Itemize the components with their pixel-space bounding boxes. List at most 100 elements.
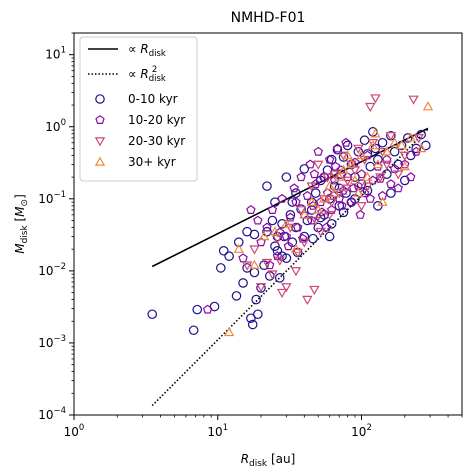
data-point (192, 304, 203, 315)
tick-label: 102 (351, 423, 372, 439)
data-point (317, 207, 327, 217)
data-point (281, 283, 292, 293)
data-point (306, 215, 317, 225)
data-point (249, 267, 260, 278)
data-point (313, 204, 324, 214)
data-point (241, 261, 253, 271)
data-point (295, 206, 307, 216)
data-point (405, 132, 416, 142)
data-point (233, 243, 244, 253)
data-point (302, 190, 313, 200)
legend-marker (95, 94, 105, 104)
legend-box (79, 36, 198, 182)
data-point (299, 164, 310, 174)
data-point (272, 234, 283, 245)
data-point (340, 184, 352, 194)
data-point (285, 212, 296, 222)
data-point (399, 151, 411, 161)
data-point (370, 128, 381, 138)
data-point (238, 278, 248, 288)
data-point (315, 227, 326, 238)
data-point (231, 291, 242, 301)
data-point (389, 146, 400, 157)
data-point (356, 169, 367, 179)
data-point (334, 171, 345, 181)
data-point (249, 229, 260, 240)
data-point (267, 205, 278, 214)
data-point (375, 173, 386, 183)
data-point (332, 143, 343, 153)
tick-label: 10−3 (38, 334, 66, 350)
data-point (406, 172, 416, 182)
data-point (396, 140, 407, 150)
data-point (353, 187, 364, 197)
data-point (389, 137, 400, 147)
data-point (382, 154, 392, 164)
data-point (386, 188, 396, 198)
data-point (346, 197, 357, 207)
data-point (188, 325, 199, 336)
data-point (367, 140, 379, 150)
legend-label: 0-10 kyr (128, 92, 178, 106)
data-point (287, 197, 298, 207)
data-point (306, 196, 317, 206)
data-point (324, 180, 335, 190)
data-point (276, 288, 288, 298)
data-point (411, 143, 421, 154)
data-point (338, 151, 349, 161)
data-point (298, 233, 308, 243)
tick-label: 10−1 (38, 190, 66, 206)
data-point (281, 253, 292, 263)
plot-frame (73, 32, 463, 416)
data-point (147, 309, 158, 320)
data-point (359, 188, 370, 198)
legend-label: 20-30 kyr (128, 134, 185, 148)
y-axis-ticks: 10−4 10−3 10−2 10−1 100 101 (38, 32, 74, 422)
tick-label: 100 (45, 118, 66, 134)
data-point (381, 146, 393, 156)
legend-marker (95, 115, 105, 125)
tick-label: 10−4 (38, 406, 66, 422)
data-point (370, 94, 381, 104)
data-point (258, 231, 270, 241)
data-point (329, 187, 340, 197)
data-point (277, 193, 287, 203)
data-point (313, 160, 324, 170)
data-point (291, 197, 301, 207)
data-point (356, 150, 367, 160)
data-point (310, 188, 321, 198)
data-point (290, 267, 302, 277)
data-point (274, 256, 286, 266)
data-point (246, 313, 256, 324)
reference-lines (151, 127, 429, 407)
data-point (324, 231, 335, 242)
data-point (411, 146, 421, 156)
data-point (292, 248, 303, 258)
data-point (216, 263, 226, 273)
data-point (302, 295, 313, 305)
data-point (209, 301, 220, 312)
series-3 (223, 101, 434, 337)
legend-label: 30+ kyr (128, 155, 176, 169)
data-point (408, 95, 419, 105)
reference-line-0 (151, 127, 429, 268)
data-point (338, 207, 349, 218)
data-point (365, 102, 376, 113)
data-point (324, 154, 335, 164)
data-point (318, 193, 330, 203)
data-point (338, 185, 349, 195)
data-point (315, 197, 326, 207)
data-point (296, 172, 306, 182)
data-point (281, 218, 292, 228)
data-point (289, 183, 299, 193)
y-axis-label: Mdisk [M⊙] (13, 194, 30, 254)
data-point (413, 134, 424, 144)
data-point (253, 309, 263, 320)
data-point (392, 170, 404, 180)
data-point (341, 137, 351, 147)
data-point (348, 183, 359, 193)
tick-label: 10−2 (38, 262, 66, 278)
data-point (377, 137, 388, 148)
data-point (326, 198, 337, 208)
